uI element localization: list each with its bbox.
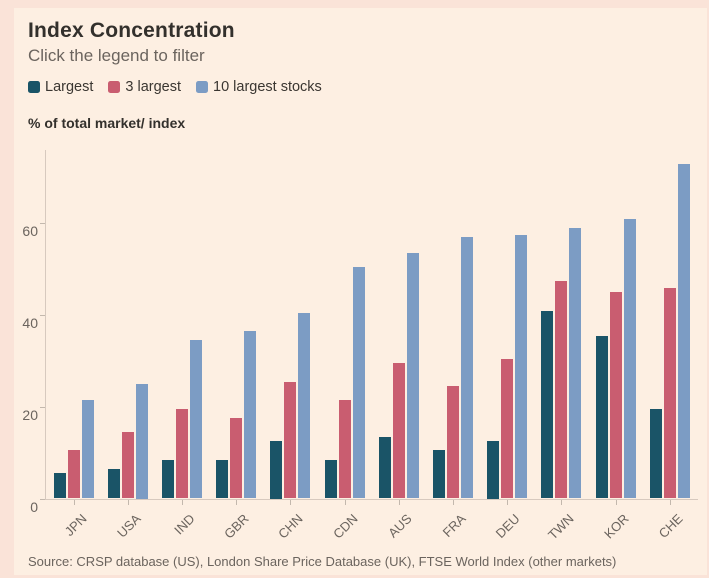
legend-label: Largest [45, 79, 94, 95]
page-subtitle: Click the legend to filter [28, 46, 205, 65]
bar-CDN-10-largest-stocks [352, 266, 365, 499]
y-axis-unit-label: % of total market/ index [28, 115, 186, 131]
page-title: Index Concentration [28, 19, 235, 42]
legend-item-largest[interactable]: Largest [28, 79, 93, 95]
y-axis-label-20: 20 [22, 406, 38, 423]
x-tick-GBR [236, 499, 238, 505]
bar-DEU-3-largest [501, 358, 514, 499]
bar-GBR-10-largest-stocks [244, 331, 257, 499]
bar-FRA-3-largest [446, 386, 459, 499]
x-tick-CDN [344, 499, 346, 505]
legend-swatch-largest [28, 81, 40, 93]
legend-swatch-3-largest [108, 81, 121, 93]
x-tick-AUS [398, 499, 400, 505]
bar-CDN-largest [324, 459, 337, 499]
bar-KOR-largest [595, 335, 608, 499]
bar-USA-largest [107, 468, 120, 499]
legend-label: 10 largest stocks [213, 79, 322, 95]
x-tick-TWN [561, 499, 563, 505]
bar-IND-3-largest [175, 409, 188, 499]
legend-item-10-largest-stocks[interactable]: 10 largest stocks [196, 79, 322, 95]
bar-KOR-3-largest [609, 292, 622, 499]
x-tick-FRA [452, 499, 454, 505]
bar-AUS-3-largest [392, 363, 405, 499]
bar-CHE-3-largest [663, 287, 676, 499]
bar-GBR-3-largest [230, 418, 243, 499]
x-tick-DEU [507, 499, 509, 505]
x-tick-USA [127, 499, 129, 505]
bar-AUS-largest [378, 436, 391, 499]
bar-TWN-largest [541, 310, 554, 499]
bar-JPN-largest [53, 473, 66, 499]
legend-swatch-10-largest-stocks [196, 81, 208, 93]
y-tick-20 [40, 406, 45, 408]
y-axis-line [45, 150, 46, 499]
bar-AUS-10-largest-stocks [406, 253, 419, 499]
bar-chart: 0 20 40 60 JPN USA IND GBR CHN CDN AUS FRA DEU TWN KOR… [14, 8, 707, 575]
bar-USA-3-largest [121, 432, 134, 499]
bar-TWN-3-largest [555, 280, 568, 499]
x-tick-JPN [73, 499, 75, 505]
y-axis-label-60: 60 [22, 223, 38, 240]
legend-label: 3 largest [125, 79, 181, 95]
chart-panel: Index Concentration Click the legend to … [14, 8, 707, 575]
bar-IND-10-largest-stocks [189, 340, 202, 499]
y-tick-40 [40, 315, 45, 317]
bar-CHN-10-largest-stocks [298, 312, 311, 499]
y-tick-0 [40, 498, 45, 500]
bar-FRA-10-largest-stocks [460, 237, 473, 499]
bar-TWN-10-largest-stocks [569, 227, 582, 499]
bar-CHE-largest [649, 409, 662, 499]
x-tick-CHE [669, 499, 671, 505]
y-axis-label-40: 40 [22, 315, 38, 332]
bar-KOR-10-largest-stocks [623, 218, 636, 499]
x-tick-CHN [290, 499, 292, 505]
x-axis-label-CHE: CHE [655, 510, 686, 541]
bar-USA-10-largest-stocks [135, 383, 148, 499]
source-note: Source: CRSP database (US), London Share… [28, 554, 617, 569]
bar-DEU-largest [487, 441, 500, 499]
x-tick-IND [181, 499, 183, 505]
bar-JPN-3-largest [67, 450, 80, 499]
bar-GBR-largest [216, 459, 229, 499]
x-axis-baseline [45, 498, 698, 500]
bar-DEU-10-largest-stocks [515, 234, 528, 499]
bar-FRA-largest [432, 450, 445, 499]
bar-JPN-10-largest-stocks [81, 399, 94, 499]
bar-IND-largest [161, 459, 174, 499]
legend: Largest 3 largest 10 largest stocks [28, 79, 322, 95]
x-tick-KOR [615, 499, 617, 505]
bar-CHE-10-largest-stocks [677, 163, 690, 499]
legend-item-3-largest[interactable]: 3 largest [108, 79, 181, 95]
bar-CDN-3-largest [338, 399, 351, 499]
bar-CHN-3-largest [284, 381, 297, 499]
y-axis-label-0: 0 [30, 498, 38, 515]
bar-CHN-largest [270, 441, 283, 499]
y-tick-60 [40, 223, 45, 225]
